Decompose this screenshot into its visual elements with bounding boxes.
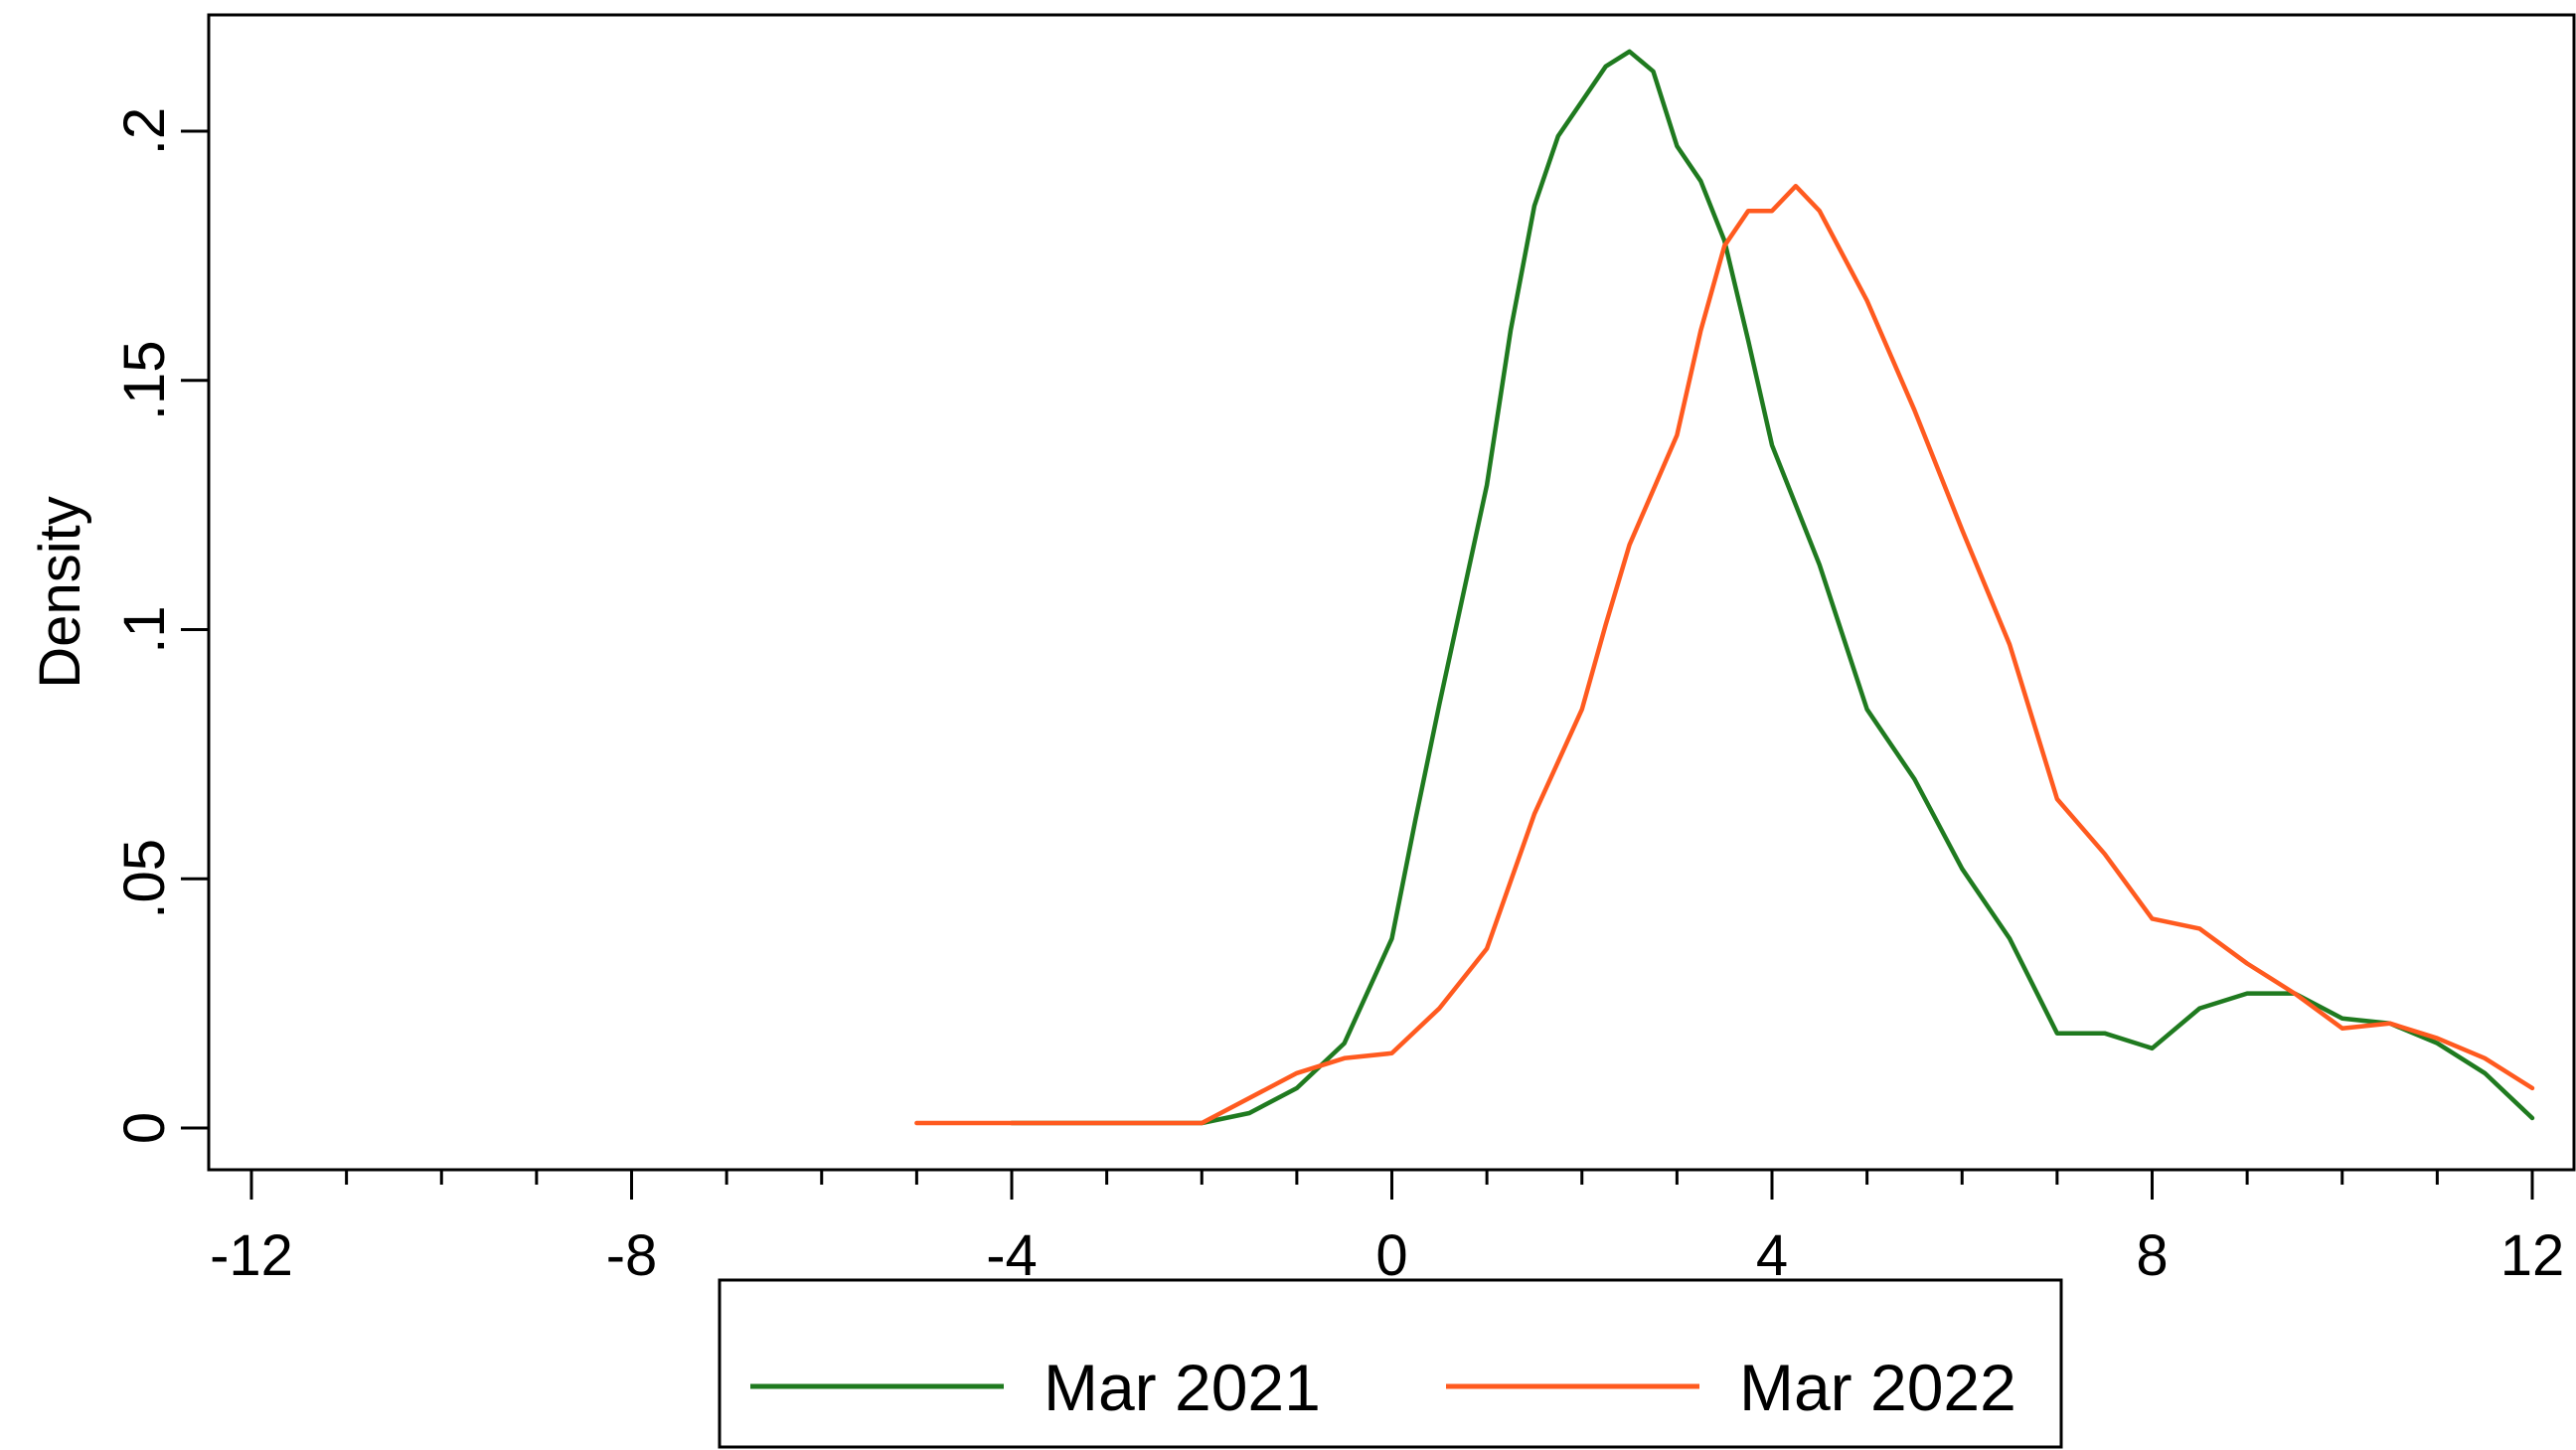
x-axis: -12 -8 -4 0 4 8 12 <box>210 1168 2565 1288</box>
legend: Mar 2021 Mar 2022 <box>718 1278 2063 1449</box>
y-tick-label: .05 <box>112 839 177 919</box>
series-line-2 <box>914 183 2535 1126</box>
x-tick-label: -4 <box>986 1223 1038 1288</box>
y-tick-label: .1 <box>112 605 177 653</box>
y-tick-label: .15 <box>112 340 177 420</box>
plot-frame <box>207 13 2576 1172</box>
series-line-1 <box>1009 49 2535 1126</box>
x-tick-label: 12 <box>2500 1223 2565 1288</box>
legend-label: Mar 2022 <box>1739 1351 2016 1424</box>
x-tick-label: -8 <box>606 1223 658 1288</box>
x-tick-label: 4 <box>1756 1223 1788 1288</box>
legend-label: Mar 2021 <box>1044 1351 1321 1424</box>
y-tick-label: 0 <box>112 1112 177 1144</box>
x-tick-label: 0 <box>1375 1223 1407 1288</box>
x-tick-label: -12 <box>210 1223 293 1288</box>
x-tick-label: 8 <box>2136 1223 2168 1288</box>
y-tick-label: .2 <box>112 107 177 155</box>
y-axis: 0 .05 .1 .15 .2 <box>112 107 209 1144</box>
legend-box <box>718 1278 2063 1449</box>
y-axis-title: Density <box>28 496 92 688</box>
series-layer <box>914 49 2535 1126</box>
